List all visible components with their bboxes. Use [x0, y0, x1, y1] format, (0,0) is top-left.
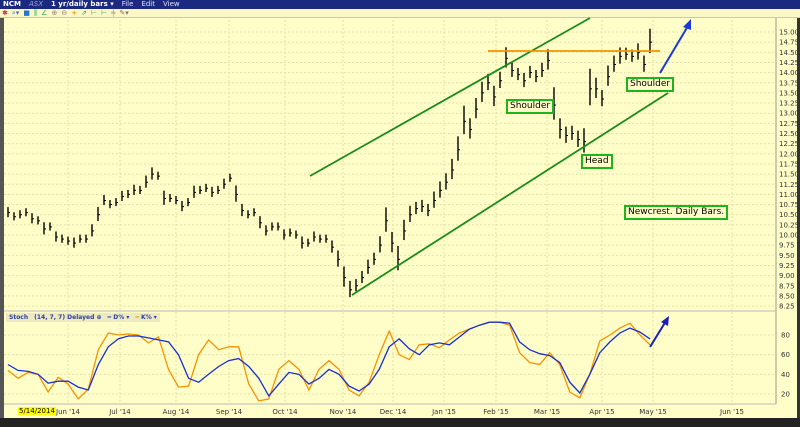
- y-tick-label: 8.75: [779, 282, 795, 290]
- x-tick-label: Feb '15: [483, 408, 508, 416]
- x-tick-label: May '15: [639, 408, 667, 416]
- k-legend[interactable]: ━ K% ▾: [135, 314, 157, 321]
- y-tick-label: 11.75: [779, 160, 799, 168]
- exchange: ASX: [28, 0, 43, 8]
- x-tick-label: Mar '15: [534, 408, 560, 416]
- title-bar: NCM ASX 1 yr/daily bars ▾ File Edit View: [0, 0, 800, 9]
- toolbar: ✱ ⌕▾ ■ ⫼ ∠ ⊕ ⊖ + ⇗ ⊢ ⊢ ╪ ✎▾: [0, 9, 800, 18]
- stoch-name[interactable]: Stoch: [9, 314, 29, 321]
- x-tick-label: Jun '15: [719, 408, 744, 416]
- lower-channel-line: [351, 92, 669, 296]
- x-tick-label: Sep '14: [216, 408, 243, 416]
- compare-icon[interactable]: ⇗: [81, 9, 87, 17]
- y-tick-label: 14.25: [779, 59, 799, 67]
- zoom-out-icon[interactable]: ⊖: [61, 9, 68, 17]
- y-tick-label: 9.50: [779, 252, 795, 260]
- y-tick-label: 14.50: [779, 49, 799, 57]
- y-tick-label: 11.50: [779, 171, 799, 179]
- y-tick-label: 10.25: [779, 221, 799, 229]
- x-tick-label: Nov '14: [330, 408, 357, 416]
- move-icon[interactable]: ╪: [111, 9, 116, 17]
- y-tick-label: 14.00: [779, 69, 799, 77]
- stoch-tick-label: 60: [781, 351, 790, 359]
- menu-file[interactable]: File: [121, 0, 134, 8]
- shoulder-left-label: Shoulder: [506, 99, 555, 114]
- fit-all-icon[interactable]: ⊢: [101, 9, 108, 17]
- d-legend[interactable]: ━ D% ▾: [107, 314, 130, 321]
- y-tick-label: 10.75: [779, 201, 799, 209]
- x-tick-label: Oct '14: [272, 408, 298, 416]
- menu-edit[interactable]: Edit: [141, 0, 155, 8]
- period-selector[interactable]: 1 yr/daily bars ▾: [51, 0, 114, 8]
- crosshair-icon[interactable]: +: [71, 9, 78, 17]
- y-tick-label: 15.00: [779, 29, 799, 37]
- y-tick-label: 10.00: [779, 232, 799, 240]
- x-tick-label: Apr '15: [589, 408, 614, 416]
- y-tick-label: 9.00: [779, 272, 795, 280]
- left-panel-edge: [0, 18, 4, 418]
- stoch-tick-label: 40: [781, 371, 790, 379]
- y-tick-label: 8.50: [779, 292, 795, 300]
- symbol[interactable]: NCM: [3, 0, 21, 8]
- bar-icon[interactable]: ■: [23, 9, 30, 17]
- stoch-arrow: [649, 320, 667, 348]
- settings-icon[interactable]: ✎▾: [119, 9, 129, 17]
- fit-icon[interactable]: ⊢: [90, 9, 98, 17]
- zoom-in-icon[interactable]: ⊕: [51, 9, 58, 17]
- stoch-params[interactable]: (14, 7, 7) Delayed ⊕: [34, 314, 102, 321]
- y-tick-label: 12.00: [779, 150, 799, 158]
- d-line: [7, 321, 651, 398]
- note-label: Newcrest. Daily Bars.: [624, 205, 729, 220]
- y-tick-label: 12.75: [779, 120, 799, 128]
- y-tick-label: 14.75: [779, 39, 799, 47]
- y-tick-label: 11.00: [779, 191, 799, 199]
- head-label: Head: [581, 154, 613, 169]
- y-tick-label: 11.25: [779, 181, 799, 189]
- x-tick-label: Jul '14: [108, 408, 131, 416]
- y-tick-label: 13.00: [779, 110, 799, 118]
- y-tick-label: 12.25: [779, 140, 799, 148]
- y-tick-label: 12.50: [779, 130, 799, 138]
- start-date-label: 5/14/2014: [18, 407, 56, 415]
- y-tick-label: 8.25: [779, 303, 795, 311]
- x-tick-label: Aug '14: [163, 408, 190, 416]
- stoch-arrow-head: [661, 316, 669, 326]
- k-legend-label: K% ▾: [141, 314, 157, 321]
- y-tick-label: 13.50: [779, 89, 799, 97]
- price-arrow: [659, 25, 689, 74]
- y-tick-label: 10.50: [779, 211, 799, 219]
- menu-view[interactable]: View: [163, 0, 180, 8]
- stoch-tick-label: 80: [781, 332, 790, 340]
- price-arrow-head: [683, 19, 691, 30]
- stoch-header: Stoch (14, 7, 7) Delayed ⊕ ━ D% ▾ ━ K% ▾: [6, 313, 160, 322]
- stoch-tick-label: 20: [781, 390, 790, 398]
- right-scrollbar[interactable]: [797, 18, 800, 427]
- y-tick-label: 13.25: [779, 100, 799, 108]
- pointer-icon[interactable]: ✱: [2, 9, 8, 17]
- draw-icon[interactable]: ∠: [41, 9, 48, 17]
- zoom-icon[interactable]: ⌕▾: [11, 9, 20, 17]
- y-tick-label: 13.75: [779, 79, 799, 87]
- x-tick-label: Jun '14: [55, 408, 81, 416]
- x-tick-label: Jan '15: [431, 408, 456, 416]
- d-legend-label: D% ▾: [113, 314, 130, 321]
- shoulder-right-label: Shoulder: [626, 77, 675, 92]
- y-tick-label: 9.75: [779, 242, 795, 250]
- x-tick-label: Dec '14: [380, 408, 407, 416]
- status-strip: [0, 418, 800, 427]
- y-tick-label: 9.25: [779, 262, 795, 270]
- chart-type-icon[interactable]: ⫼: [33, 9, 38, 17]
- upper-channel-line: [309, 17, 591, 177]
- k-line: [7, 321, 651, 402]
